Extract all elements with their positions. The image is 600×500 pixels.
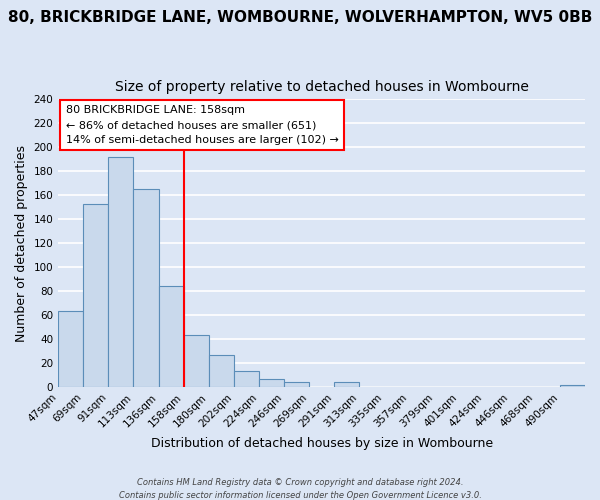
Bar: [83, 204, 109, 387]
Bar: [184, 336, 209, 387]
Y-axis label: Number of detached properties: Number of detached properties: [15, 144, 28, 342]
Text: 80 BRICKBRIDGE LANE: 158sqm
← 86% of detached houses are smaller (651)
14% of se: 80 BRICKBRIDGE LANE: 158sqm ← 86% of det…: [65, 106, 338, 145]
Bar: [284, 382, 309, 387]
Bar: [109, 157, 133, 387]
Bar: [234, 372, 259, 387]
Bar: [209, 354, 234, 387]
Title: Size of property relative to detached houses in Wombourne: Size of property relative to detached ho…: [115, 80, 529, 94]
Bar: [58, 312, 83, 387]
Text: Contains HM Land Registry data © Crown copyright and database right 2024.
Contai: Contains HM Land Registry data © Crown c…: [119, 478, 481, 500]
Bar: [334, 382, 359, 387]
Bar: [259, 378, 284, 387]
Bar: [560, 384, 585, 387]
Text: 80, BRICKBRIDGE LANE, WOMBOURNE, WOLVERHAMPTON, WV5 0BB: 80, BRICKBRIDGE LANE, WOMBOURNE, WOLVERH…: [8, 10, 592, 25]
Bar: [133, 189, 158, 387]
Bar: [158, 286, 184, 387]
X-axis label: Distribution of detached houses by size in Wombourne: Distribution of detached houses by size …: [151, 437, 493, 450]
